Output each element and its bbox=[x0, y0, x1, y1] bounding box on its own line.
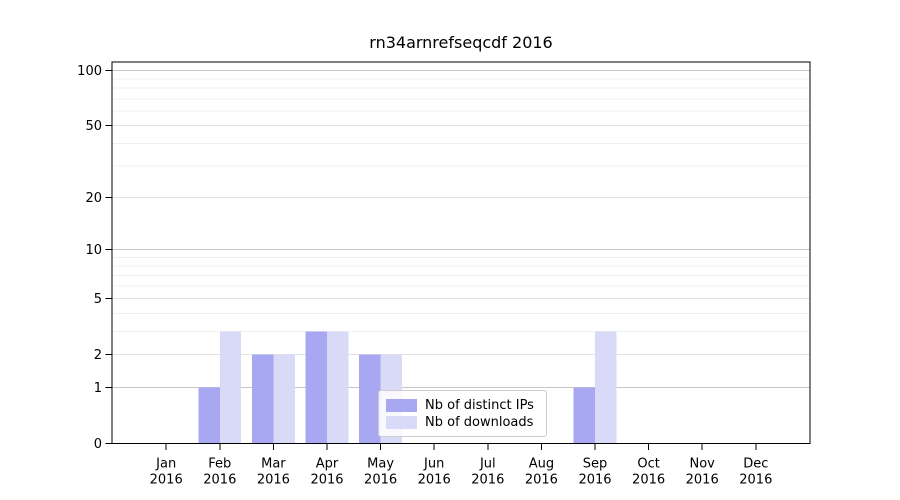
x-tick-label-month: Jul bbox=[479, 457, 496, 472]
bar-distinct-ips bbox=[305, 331, 327, 444]
x-tick-label-month: May bbox=[367, 457, 394, 472]
x-tick-label-year: 2016 bbox=[632, 473, 665, 488]
legend-label-downloads: Nb of downloads bbox=[425, 414, 534, 430]
legend-item-distinct-ips: Nb of distinct IPs bbox=[386, 397, 539, 413]
x-tick-label-year: 2016 bbox=[364, 473, 397, 488]
bar-downloads bbox=[219, 331, 242, 444]
x-tick-label-month: Jun bbox=[423, 457, 444, 472]
legend-item-downloads: Nb of downloads bbox=[386, 414, 539, 430]
bar-downloads bbox=[595, 331, 617, 444]
x-tick-label-month: Mar bbox=[261, 457, 286, 472]
y-tick-label: 0 bbox=[94, 437, 102, 452]
x-tick-label-year: 2016 bbox=[471, 473, 504, 488]
bar-downloads bbox=[273, 354, 295, 444]
y-tick-label: 5 bbox=[94, 292, 102, 307]
legend-swatch-distinct-ips bbox=[386, 398, 417, 412]
y-tick-label: 100 bbox=[77, 64, 102, 79]
x-tick-label-year: 2016 bbox=[257, 473, 290, 488]
legend-label-distinct-ips: Nb of distinct IPs bbox=[425, 397, 534, 413]
x-tick-label-month: Nov bbox=[690, 457, 716, 472]
x-tick-label-year: 2016 bbox=[578, 473, 611, 488]
x-tick-label-year: 2016 bbox=[418, 473, 451, 488]
bar-downloads bbox=[327, 331, 349, 444]
x-tick-label-month: Feb bbox=[208, 457, 231, 472]
x-tick-label-year: 2016 bbox=[203, 473, 236, 488]
x-tick-label-year: 2016 bbox=[310, 473, 343, 488]
x-tick-label-month: Jan bbox=[155, 457, 176, 472]
legend-swatch-downloads bbox=[386, 415, 417, 429]
bar-distinct-ips bbox=[573, 387, 595, 444]
x-tick-label-month: Dec bbox=[743, 457, 768, 472]
y-tick-label: 10 bbox=[85, 243, 102, 258]
plot-border bbox=[111, 61, 811, 444]
x-tick-label-year: 2016 bbox=[739, 473, 772, 488]
x-tick-label-month: Sep bbox=[583, 457, 608, 472]
x-tick-label-year: 2016 bbox=[150, 473, 183, 488]
x-tick-label-month: Apr bbox=[316, 457, 339, 472]
bar-distinct-ips bbox=[198, 387, 220, 444]
x-tick-label-year: 2016 bbox=[525, 473, 558, 488]
x-tick-label-month: Aug bbox=[529, 457, 554, 472]
bar-distinct-ips bbox=[359, 354, 381, 444]
y-tick-label: 50 bbox=[85, 119, 102, 134]
y-tick-label: 2 bbox=[94, 348, 102, 363]
y-tick-label: 20 bbox=[85, 191, 102, 206]
y-tick-label: 1 bbox=[94, 381, 102, 396]
legend: Nb of distinct IPs Nb of downloads bbox=[378, 390, 547, 437]
x-tick-label-month: Oct bbox=[637, 457, 659, 472]
chart-title: rn34arnrefseqcdf 2016 bbox=[369, 33, 553, 52]
x-tick-label-year: 2016 bbox=[686, 473, 719, 488]
bar-distinct-ips bbox=[252, 354, 274, 444]
